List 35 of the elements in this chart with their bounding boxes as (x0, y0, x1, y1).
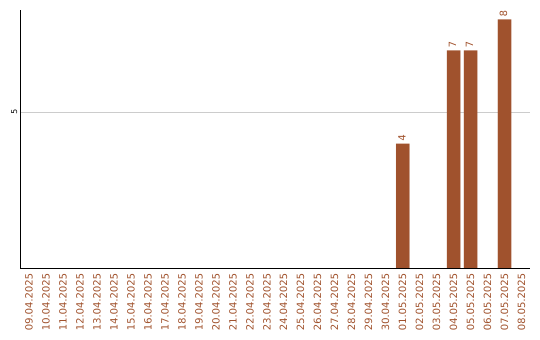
x-tick-label: 04.05.2025 (448, 273, 460, 330)
x-tick-label: 11.04.2025 (58, 273, 70, 330)
x-tick-label: 12.04.2025 (76, 273, 87, 330)
data-label: 7 (465, 41, 476, 48)
x-tick-label: 27.04.2025 (330, 273, 342, 330)
x-tick-label: 26.04.2025 (313, 273, 324, 330)
x-tick-label: 03.05.2025 (432, 273, 443, 330)
x-tick-label: 23.04.2025 (262, 273, 274, 330)
x-tick-label: 13.04.2025 (92, 273, 104, 330)
x-tick-label: 30.04.2025 (381, 273, 392, 330)
data-label: 8 (499, 10, 510, 16)
x-tick-label: 18.04.2025 (177, 273, 188, 330)
x-tick-label: 06.05.2025 (482, 273, 494, 330)
x-tick-label: 14.04.2025 (110, 273, 121, 330)
x-tick-label: 10.04.2025 (42, 273, 53, 330)
x-tick-label: 29.04.2025 (364, 273, 376, 330)
x-tick-label: 01.05.2025 (398, 273, 409, 330)
x-tick-label: 08.05.2025 (516, 273, 528, 330)
x-tick-label: 22.04.2025 (245, 273, 256, 330)
y-tick-label: 5 (10, 108, 19, 114)
x-tick-label: 15.04.2025 (126, 273, 138, 330)
x-tick-label: 16.04.2025 (144, 273, 154, 330)
x-tick-label: 05.05.2025 (466, 273, 477, 330)
x-tick-label: 17.04.2025 (160, 273, 172, 330)
x-tick-label: 19.04.2025 (194, 273, 206, 330)
x-tick-label: 21.04.2025 (228, 273, 240, 330)
x-tick-label: 02.05.2025 (414, 273, 426, 330)
x-tick-label: 24.04.2025 (279, 273, 290, 330)
x-tick-label: 07.05.2025 (500, 273, 511, 330)
x-tick-label: 28.04.2025 (347, 273, 358, 330)
x-tick-label: 25.04.2025 (296, 273, 308, 330)
data-label: 4 (397, 134, 408, 141)
data-label: 7 (448, 41, 460, 48)
x-tick-label: 20.04.2025 (211, 273, 222, 330)
x-tick-label: 09.04.2025 (24, 273, 36, 330)
